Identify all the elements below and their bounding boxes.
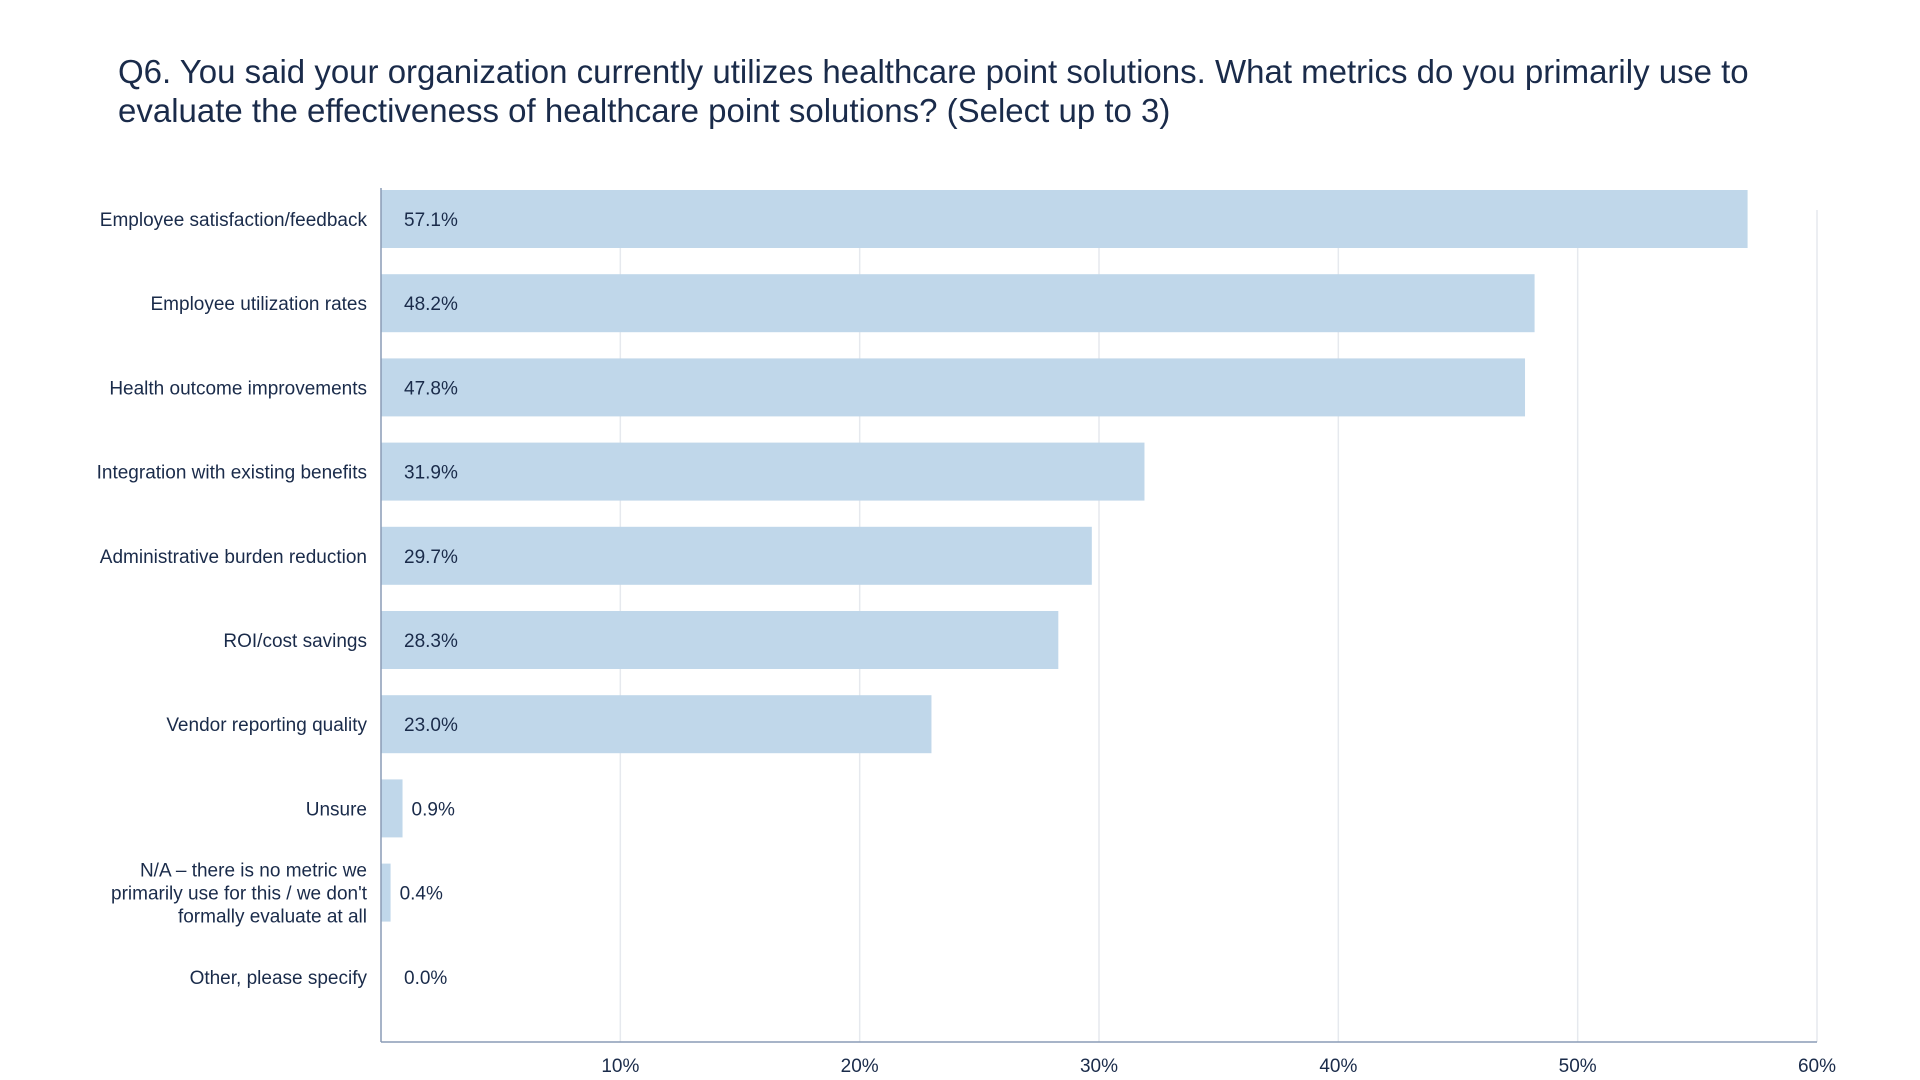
bar — [381, 442, 1145, 501]
category-labels: Employee satisfaction/feedback Employee u… — [97, 210, 368, 989]
value-label: 47.8% — [404, 378, 458, 399]
category-label: Integration with existing benefits — [97, 463, 367, 484]
value-label: 23.0% — [404, 715, 458, 736]
value-label: 0.0% — [404, 968, 447, 989]
category-label: Employee satisfaction/feedback — [100, 210, 368, 231]
x-tick-label: 10% — [601, 1056, 639, 1077]
x-tick-label: 20% — [841, 1056, 879, 1077]
category-label: Administrative burden reduction — [100, 547, 367, 568]
x-tick-label: 50% — [1559, 1056, 1597, 1077]
x-tick-label: 60% — [1798, 1056, 1836, 1077]
bar — [381, 526, 1092, 585]
value-labels: 57.1% 48.2% 47.8% 31.9% 29.7% 28.3% 23.0% 0.9% 0… — [400, 210, 458, 989]
bar — [381, 190, 1748, 248]
category-label: Other, please specify — [190, 968, 368, 989]
x-axis — [380, 188, 1817, 1043]
category-label: N/A – there is no metric we primarily use… — [111, 861, 368, 928]
value-label: 0.4% — [400, 884, 443, 905]
bar — [381, 779, 403, 838]
category-label: Employee utilization rates — [151, 294, 368, 315]
bar — [381, 695, 932, 754]
value-label: 57.1% — [404, 210, 458, 231]
category-label: ROI/cost savings — [223, 631, 367, 652]
value-label: 31.9% — [404, 463, 458, 484]
category-label: Unsure — [306, 799, 367, 820]
category-label: Vendor reporting quality — [166, 715, 367, 736]
value-label: 48.2% — [404, 294, 458, 315]
bar — [381, 863, 391, 922]
x-tick-label: 30% — [1080, 1056, 1118, 1077]
bar — [381, 274, 1535, 333]
bar — [381, 611, 1059, 669]
value-label: 29.7% — [404, 547, 458, 568]
bar — [381, 358, 1526, 417]
category-label: Health outcome improvements — [109, 378, 367, 399]
bars — [381, 190, 1748, 922]
x-tick-labels: 10% 20% 30% 40% 50% 60% — [601, 1056, 1836, 1077]
x-tick-label: 40% — [1319, 1056, 1357, 1077]
chart-title: Q6. You said your organization currently… — [118, 53, 1749, 129]
value-label: 28.3% — [404, 631, 458, 652]
value-label: 0.9% — [412, 799, 455, 820]
